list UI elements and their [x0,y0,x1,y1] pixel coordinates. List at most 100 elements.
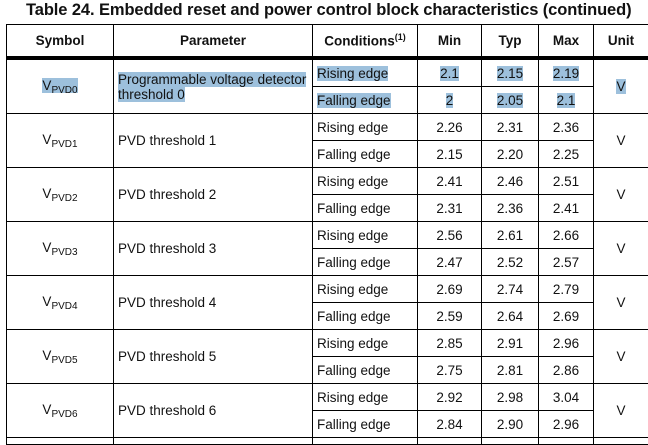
condition-text: Falling edge [317,93,391,108]
max-cell: 2.66 [539,222,594,249]
typ-cell: 2.90 [482,411,539,438]
min-cell: 2 [418,87,482,114]
header-typ: Typ [482,25,539,59]
unit-cell: V [594,114,648,168]
parameter: PVD threshold 2 [118,187,216,202]
parameter-cell: Programmable voltage detector threshold … [114,58,313,114]
min-cell: 2.15 [418,141,482,168]
condition-text: Falling edge [317,255,391,270]
symbol-subscript: PVD2 [51,193,77,204]
max-value: 2.41 [553,201,579,216]
typ-cell: 2.36 [482,195,539,222]
max-value: 2.66 [553,228,579,243]
min-value: 2.69 [436,282,462,297]
condition-falling: Falling edge [313,357,418,384]
condition-text: Rising edge [317,120,388,135]
typ-value: 2.05 [497,93,523,108]
condition-falling: Falling edge [313,195,418,222]
min-cell: 2.92 [418,384,482,411]
parameter: PVD threshold 5 [118,349,216,364]
max-cell: 2.51 [539,168,594,195]
header-row: Symbol Parameter Conditions(1) Min Typ M… [7,25,648,59]
parameter-cell: PVD threshold 3 [114,222,313,276]
min-value: 2.41 [436,174,462,189]
symbol-subscript: PVD4 [51,301,77,312]
max-value: 2.1 [557,93,576,108]
max-cell: 2.41 [539,195,594,222]
condition-falling: Falling edge [313,249,418,276]
min-value: 2 [446,93,454,108]
characteristics-table: Symbol Parameter Conditions(1) Min Typ M… [6,24,648,445]
min-cell: 2.85 [418,330,482,357]
symbol-subscript: PVD6 [51,409,77,420]
min-cell: 2.59 [418,303,482,330]
condition-text: Rising edge [317,390,388,405]
condition-text: Rising edge [317,336,388,351]
max-cell: 2.57 [539,249,594,276]
typ-cell: 2.20 [482,141,539,168]
min-value: 2.84 [436,417,462,432]
parameter-cell: PVD threshold 5 [114,330,313,384]
symbol-subscript: PVD5 [51,355,77,366]
max-cell: 2.36 [539,114,594,141]
parameter: PVD threshold 1 [118,133,216,148]
typ-value: 2.20 [497,147,523,162]
condition-text: Rising edge [317,282,388,297]
condition-text: Falling edge [317,363,391,378]
symbol-subscript: PVD0 [51,85,77,96]
typ-cell: 2.52 [482,249,539,276]
unit: V [616,295,625,310]
parameter: PVD threshold 4 [118,295,216,310]
typ-cell: 2.81 [482,357,539,384]
condition-rising: Rising edge [313,384,418,411]
min-value: 2.75 [436,363,462,378]
condition-rising: Rising edge [313,330,418,357]
min-value: 2.31 [436,201,462,216]
partial-row [7,438,648,445]
min-cell: 2.75 [418,357,482,384]
condition-falling: Falling edge [313,303,418,330]
max-value: 2.36 [553,120,579,135]
typ-value: 2.31 [497,120,523,135]
symbol-cell: VPVD6 [7,384,114,438]
max-value: 3.04 [553,390,579,405]
max-cell: 2.96 [539,411,594,438]
condition-falling: Falling edge [313,411,418,438]
max-value: 2.25 [553,147,579,162]
min-value: 2.56 [436,228,462,243]
unit: V [616,79,625,94]
max-value: 2.69 [553,309,579,324]
typ-cell: 2.91 [482,330,539,357]
condition-text: Falling edge [317,309,391,324]
typ-cell: 2.98 [482,384,539,411]
max-cell: 2.79 [539,276,594,303]
symbol-cell: VPVD0 [7,58,114,114]
max-cell: 2.25 [539,141,594,168]
symbol-cell: VPVD2 [7,168,114,222]
min-cell: 2.47 [418,249,482,276]
typ-value: 2.36 [497,201,523,216]
condition-rising: Rising edge [313,276,418,303]
parameter-cell: PVD threshold 1 [114,114,313,168]
symbol-subscript: PVD1 [51,139,77,150]
symbol-cell: VPVD1 [7,114,114,168]
symbol-cell: VPVD4 [7,276,114,330]
typ-cell: 2.74 [482,276,539,303]
max-value: 2.57 [553,255,579,270]
typ-value: 2.90 [497,417,523,432]
unit: V [616,403,625,418]
typ-value: 2.64 [497,309,523,324]
footnote-ref: (1) [395,32,406,42]
parameter: PVD threshold 3 [118,241,216,256]
unit-cell: V [594,276,648,330]
typ-cell: 2.61 [482,222,539,249]
conditions-label: Conditions [324,34,395,49]
typ-value: 2.74 [497,282,523,297]
min-cell: 2.41 [418,168,482,195]
condition-rising: Rising edge [313,222,418,249]
header-parameter: Parameter [114,25,313,59]
max-value: 2.96 [553,417,579,432]
